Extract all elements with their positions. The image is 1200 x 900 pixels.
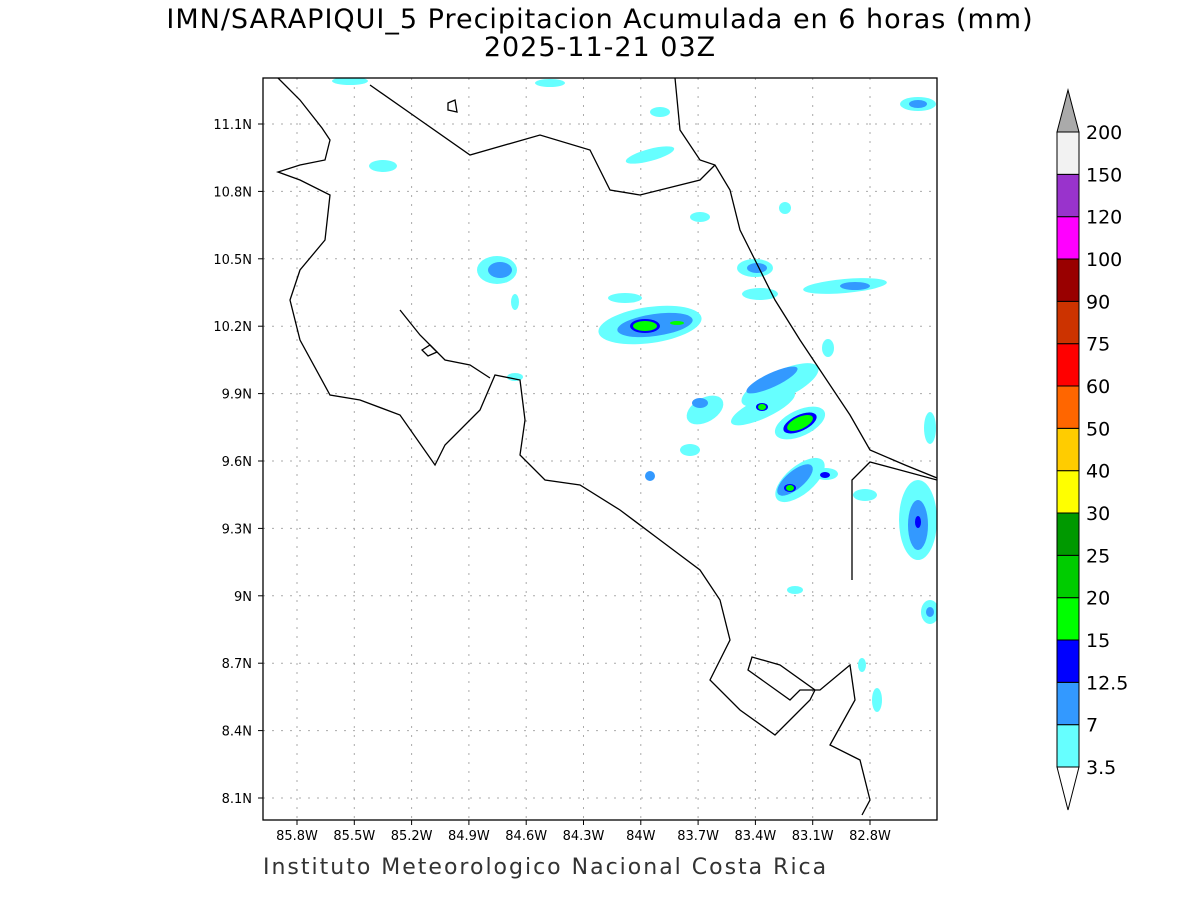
colorbar-swatch bbox=[1056, 258, 1080, 302]
precip-cell bbox=[332, 78, 936, 712]
lon-tick-label: 85.2W bbox=[391, 829, 433, 844]
caribbean-coastline bbox=[674, 78, 937, 479]
colorbar-swatch bbox=[1056, 300, 1080, 345]
colorbar-label: 15 bbox=[1086, 630, 1110, 652]
colorbar-swatch bbox=[1056, 131, 1080, 175]
colorbar-label: 75 bbox=[1086, 334, 1110, 356]
precip-cell bbox=[775, 457, 838, 503]
map-footer: Instituto Meteorologico Nacional Costa R… bbox=[263, 855, 829, 880]
colorbar-swatch bbox=[1056, 343, 1080, 387]
colorbar-swatch bbox=[1056, 554, 1080, 599]
lon-tick-label: 83.1W bbox=[792, 829, 834, 844]
precip-cell bbox=[686, 363, 826, 440]
lat-tick-label: 10.5N bbox=[213, 253, 252, 268]
lat-tick-label: 9.3N bbox=[222, 522, 252, 537]
lon-tick-label: 84.6W bbox=[505, 829, 547, 844]
map-subtitle: 2025-11-21 03Z bbox=[483, 32, 717, 63]
lat-tick-label: 8.1N bbox=[222, 792, 252, 807]
colorbar-label: 90 bbox=[1086, 291, 1110, 313]
lon-tick-label: 83.7W bbox=[677, 829, 719, 844]
colorbar-label: 7 bbox=[1086, 715, 1098, 737]
axis-ticks: 85.8W 85.5W 85.2W 84.9W 84.6W 84.3W 84W 83.7W 83… bbox=[213, 118, 891, 844]
precip-cell bbox=[598, 293, 702, 345]
lat-tick-label: 9.6N bbox=[222, 455, 252, 470]
colorbar-label: 40 bbox=[1086, 461, 1110, 483]
lon-tick-label: 84.3W bbox=[563, 829, 605, 844]
lat-tick-label: 11.1N bbox=[213, 118, 252, 133]
colorbar-swatch bbox=[1056, 512, 1080, 556]
colorbar-label: 50 bbox=[1086, 418, 1110, 440]
island bbox=[420, 344, 439, 357]
lake-shore bbox=[447, 99, 458, 113]
colorbar-swatch bbox=[1056, 639, 1080, 683]
lon-tick-label: 83.4W bbox=[734, 829, 776, 844]
colorbar-label: 150 bbox=[1086, 164, 1122, 186]
colorbar-label: 12.5 bbox=[1086, 672, 1128, 694]
colorbar-label: 60 bbox=[1086, 376, 1110, 398]
lon-tick-label: 82.8W bbox=[849, 829, 891, 844]
graticule bbox=[263, 78, 937, 820]
colorbar-swatch bbox=[1056, 385, 1080, 429]
nicaragua-border bbox=[369, 84, 716, 196]
colorbar-label: 20 bbox=[1086, 588, 1110, 610]
colorbar-label: 30 bbox=[1086, 503, 1110, 525]
lat-tick-label: 8.4N bbox=[222, 725, 252, 740]
colorbar-label: 120 bbox=[1086, 207, 1122, 229]
lat-tick-label: 9.9N bbox=[222, 388, 252, 403]
lat-tick-label: 9N bbox=[234, 590, 252, 605]
colorbar-over-arrow bbox=[1056, 88, 1080, 133]
nicoya-gulf bbox=[399, 309, 491, 379]
coastlines bbox=[275, 78, 937, 816]
lat-tick-label: 10.2N bbox=[213, 320, 252, 335]
colorbar-swatch bbox=[1056, 173, 1080, 218]
colorbar-swatch bbox=[1056, 597, 1080, 641]
lon-tick-label: 84.9W bbox=[448, 829, 490, 844]
lon-tick-label: 85.5W bbox=[333, 829, 375, 844]
lon-tick-label: 84W bbox=[626, 829, 656, 844]
colorbar-label: 3.5 bbox=[1086, 757, 1116, 779]
precip-cell bbox=[899, 412, 937, 624]
colorbar-swatch bbox=[1056, 427, 1080, 472]
colorbar-swatch bbox=[1056, 470, 1080, 514]
colorbar-swatch bbox=[1056, 216, 1080, 260]
colorbar-label: 200 bbox=[1086, 122, 1122, 144]
lat-tick-label: 8.7N bbox=[222, 657, 252, 672]
precip-field bbox=[332, 78, 937, 712]
plot-frame bbox=[262, 77, 938, 821]
map-title: IMN/SARAPIQUI_5 Precipitacion Acumulada … bbox=[166, 4, 1034, 35]
colorbar-label: 25 bbox=[1086, 545, 1110, 567]
lat-tick-label: 10.8N bbox=[213, 185, 252, 200]
colorbar-under-arrow bbox=[1056, 766, 1080, 811]
colorbar-swatch bbox=[1056, 724, 1080, 768]
colorbar: 3.5 7 12.5 15 20 25 30 40 50 60 75 90 100 120 150 200 bbox=[1056, 88, 1128, 811]
panama-border bbox=[851, 461, 937, 580]
colorbar-label: 100 bbox=[1086, 249, 1122, 271]
pacific-coastline bbox=[275, 78, 871, 816]
colorbar-swatch bbox=[1056, 681, 1080, 726]
lon-tick-label: 85.8W bbox=[276, 829, 318, 844]
precip-cell bbox=[477, 256, 519, 310]
